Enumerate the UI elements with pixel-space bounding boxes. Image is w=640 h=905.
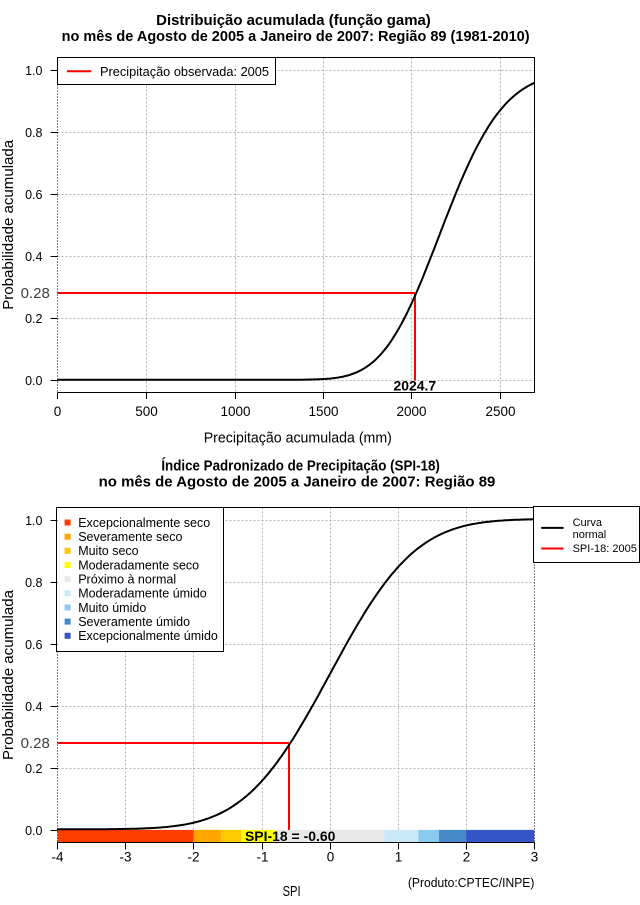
svg-text:1.0: 1.0 xyxy=(25,64,42,78)
svg-text:1.0: 1.0 xyxy=(25,514,42,528)
svg-text:Excepcionalmente seco: Excepcionalmente seco xyxy=(78,516,210,530)
svg-text:500: 500 xyxy=(135,404,158,419)
svg-text:1: 1 xyxy=(395,850,403,865)
svg-text:3: 3 xyxy=(531,850,539,865)
svg-text:Precipitação observada: 2005: Precipitação observada: 2005 xyxy=(100,64,269,79)
svg-text:0.4: 0.4 xyxy=(25,250,42,264)
svg-text:0.8: 0.8 xyxy=(25,126,42,140)
svg-text:no mês de Agosto de 2005 a Jan: no mês de Agosto de 2005 a Janeiro de 20… xyxy=(99,475,496,491)
svg-text:2000: 2000 xyxy=(396,404,426,419)
svg-text:-3: -3 xyxy=(119,850,131,865)
svg-text:no mês de Agosto de 2005 a Jan: no mês de Agosto de 2005 a Janeiro de 20… xyxy=(62,29,530,45)
svg-text:2024.7: 2024.7 xyxy=(393,378,436,394)
svg-text:Próximo à normal: Próximo à normal xyxy=(78,572,176,586)
svg-text:Probabilidade acumulada: Probabilidade acumulada xyxy=(1,139,17,310)
svg-text:SPI: SPI xyxy=(283,884,301,900)
svg-text:Moderadamente úmido: Moderadamente úmido xyxy=(78,587,207,601)
svg-text:0.8: 0.8 xyxy=(25,576,42,590)
svg-text:Severamente úmido: Severamente úmido xyxy=(78,615,190,629)
svg-text:SPI-18: 2005: SPI-18: 2005 xyxy=(573,543,637,555)
svg-text:0.0: 0.0 xyxy=(25,824,42,838)
svg-text:0.28: 0.28 xyxy=(21,285,50,302)
svg-text:0.4: 0.4 xyxy=(25,700,42,714)
svg-text:1000: 1000 xyxy=(220,404,250,419)
svg-text:2: 2 xyxy=(463,850,471,865)
svg-text:Índice Padronizado de Precipit: Índice Padronizado de Precipitação (SPI-… xyxy=(161,458,440,475)
svg-text:Muito seco: Muito seco xyxy=(78,544,138,558)
svg-text:-2: -2 xyxy=(187,850,199,865)
svg-text:0.6: 0.6 xyxy=(25,188,42,202)
svg-text:SPI-18 = -0.60: SPI-18 = -0.60 xyxy=(245,828,336,844)
svg-text:0.0: 0.0 xyxy=(25,374,42,388)
svg-text:Distribuição acumulada (função: Distribuição acumulada (função gama) xyxy=(156,13,431,29)
svg-text:0.6: 0.6 xyxy=(25,638,42,652)
svg-text:2500: 2500 xyxy=(485,404,515,419)
svg-text:0: 0 xyxy=(327,850,335,865)
svg-text:0.2: 0.2 xyxy=(25,312,42,326)
svg-text:0.2: 0.2 xyxy=(25,762,42,776)
svg-text:-4: -4 xyxy=(51,850,63,865)
svg-text:-1: -1 xyxy=(256,850,268,865)
svg-text:Curva: Curva xyxy=(573,517,603,529)
svg-text:Muito úmido: Muito úmido xyxy=(78,601,146,615)
svg-text:Excepcionalmente úmido: Excepcionalmente úmido xyxy=(78,629,218,643)
svg-text:(Produto:CPTEC/INPE): (Produto:CPTEC/INPE) xyxy=(408,876,535,890)
svg-text:0.28: 0.28 xyxy=(21,735,50,752)
svg-text:Probabilidade acumulada: Probabilidade acumulada xyxy=(1,589,17,760)
svg-text:Severamente seco: Severamente seco xyxy=(78,530,182,544)
svg-text:Moderadamente seco: Moderadamente seco xyxy=(78,558,199,572)
svg-text:0: 0 xyxy=(54,404,62,419)
svg-text:normal: normal xyxy=(573,529,607,541)
svg-text:1500: 1500 xyxy=(308,404,338,419)
svg-text:Precipitação acumulada (mm): Precipitação acumulada (mm) xyxy=(204,430,392,446)
